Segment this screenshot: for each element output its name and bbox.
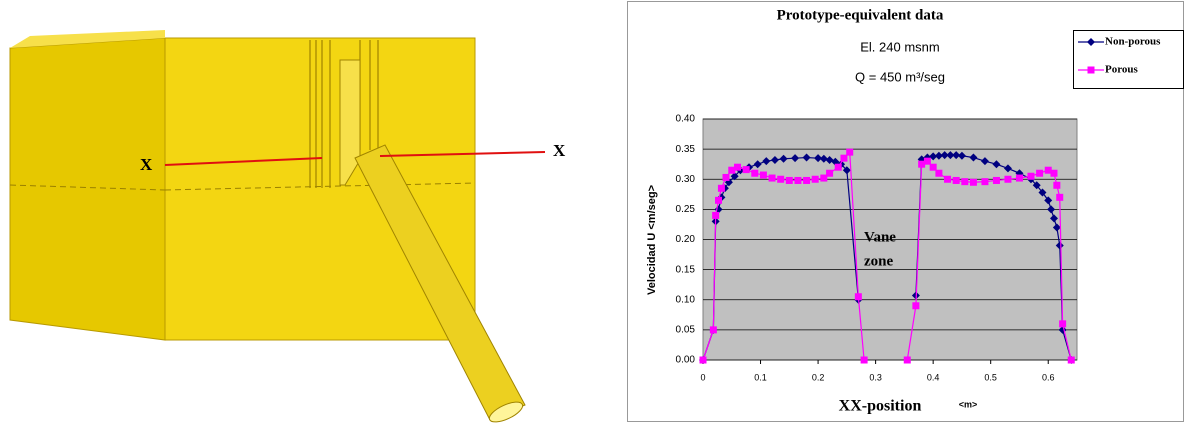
data-point [835, 164, 842, 171]
data-point [803, 177, 810, 184]
data-point [970, 179, 977, 186]
page: {"illustration": {"labels": ["X", "X"]},… [0, 0, 1185, 423]
data-point [723, 174, 730, 181]
figure: X X Prototype-equivalent data El. 240 ms… [0, 0, 1185, 423]
data-point [1050, 170, 1057, 177]
x-tick-label: 0.4 [927, 372, 940, 382]
y-tick-label: 0.15 [676, 264, 696, 275]
data-point [840, 155, 847, 162]
data-point [1068, 357, 1075, 364]
x-axis-label: XX-position [839, 398, 922, 415]
y-axis-label: Velocidad U <m/seg> [646, 185, 658, 295]
model-render: X X [10, 30, 566, 423]
data-point [930, 164, 937, 171]
data-point [715, 197, 722, 204]
y-tick-label: 0.35 [676, 144, 696, 155]
data-point [1016, 175, 1023, 182]
annotation: zone [864, 253, 894, 269]
data-point [944, 176, 951, 183]
data-point [743, 166, 750, 173]
y-tick-label: 0.40 [676, 114, 696, 125]
data-point [1056, 194, 1063, 201]
x-tick-label: 0.6 [1042, 372, 1055, 382]
y-tick-label: 0.00 [676, 355, 696, 366]
data-point [981, 178, 988, 185]
x-tick-label: 0.2 [812, 372, 825, 382]
y-tick-label: 0.30 [676, 174, 696, 185]
x-tick-label: 0 [700, 372, 705, 382]
data-point [861, 357, 868, 364]
data-point [826, 170, 833, 177]
data-point [953, 177, 960, 184]
legend-label: Porous [1105, 64, 1139, 76]
section-label: X [140, 155, 153, 174]
x-axis-unit: <m> [959, 399, 978, 409]
data-point [700, 357, 707, 364]
data-point [993, 177, 1000, 184]
data-point [760, 172, 767, 179]
data-point [855, 293, 862, 300]
data-point [1059, 320, 1066, 327]
legend-label: Non-porous [1105, 36, 1161, 48]
legend-marker [1088, 67, 1095, 74]
data-point [777, 176, 784, 183]
y-tick-label: 0.05 [676, 325, 696, 336]
annotation: Vane [864, 229, 896, 245]
data-point [794, 177, 801, 184]
x-tick-label: 0.3 [869, 372, 882, 382]
data-point [935, 170, 942, 177]
data-point [1027, 173, 1034, 180]
data-point [1004, 176, 1011, 183]
data-point [786, 177, 793, 184]
data-point [904, 357, 911, 364]
data-point [712, 212, 719, 219]
data-point [718, 185, 725, 192]
data-point [751, 170, 758, 177]
data-point [1036, 170, 1043, 177]
chart-title: Prototype-equivalent data [777, 7, 944, 23]
data-point [710, 326, 717, 333]
legend: Non-porous Porous [1074, 31, 1184, 89]
y-tick-label: 0.10 [676, 294, 696, 305]
data-point [734, 164, 741, 171]
data-point [846, 149, 853, 156]
data-point [1053, 182, 1060, 189]
x-tick-label: 0.1 [754, 372, 767, 382]
data-point [812, 176, 819, 183]
y-tick-label: 0.25 [676, 204, 696, 215]
data-point [924, 158, 931, 165]
data-point [912, 302, 919, 309]
data-point [961, 178, 968, 185]
chart-subtitle: El. 240 msnm [860, 39, 939, 54]
flow-condition: Q = 450 m³/seg [855, 69, 945, 84]
section-label: X [553, 141, 566, 160]
x-tick-label: 0.5 [984, 372, 997, 382]
y-tick-label: 0.20 [676, 234, 696, 245]
data-point [769, 175, 776, 182]
